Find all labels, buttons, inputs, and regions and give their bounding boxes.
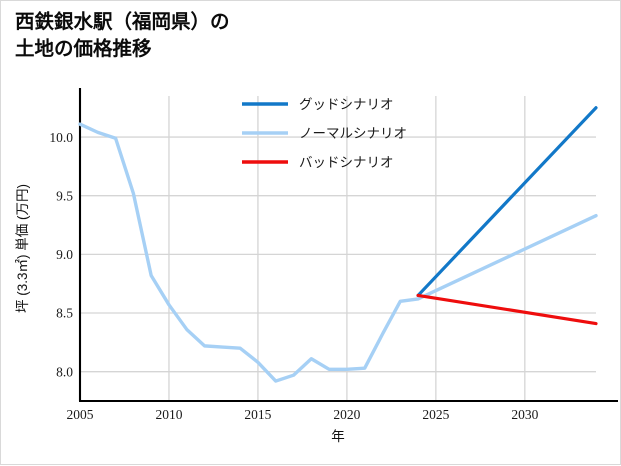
grid-layer bbox=[80, 96, 596, 401]
legend-label-0: グッドシナリオ bbox=[299, 97, 394, 112]
y-tick-label: 9.0 bbox=[56, 247, 73, 262]
y-tick-label: 10.0 bbox=[49, 130, 73, 145]
axis-layer bbox=[78, 88, 618, 403]
y-axis-title: 坪 (3.3㎡) 単価 (万円) bbox=[15, 184, 30, 313]
x-tick-label: 2030 bbox=[511, 407, 538, 422]
series-line-bad bbox=[416, 293, 598, 326]
x-tick-label: 2005 bbox=[67, 407, 94, 422]
y-tick-label: 8.0 bbox=[56, 364, 73, 379]
axis-title-layer: 年 坪 (3.3㎡) 単価 (万円) bbox=[15, 184, 345, 444]
x-tick-label: 2025 bbox=[422, 407, 449, 422]
y-tick-label: 9.5 bbox=[56, 188, 73, 203]
x-tick-label: 2015 bbox=[244, 407, 271, 422]
series-layer bbox=[78, 106, 598, 383]
tick-label-layer: 8.0 8.5 9.0 9.5 10.0 2005 2010 2015 2020 2025 2030 bbox=[49, 130, 538, 422]
series-line-good bbox=[416, 106, 598, 298]
x-tick-label: 2020 bbox=[333, 407, 360, 422]
page-title: 西鉄銀水駅（福岡県）の 土地の価格推移 bbox=[15, 11, 230, 60]
legend-label-1: ノーマルシナリオ bbox=[299, 126, 407, 141]
series-line-normal bbox=[78, 122, 598, 383]
y-tick-label: 8.5 bbox=[56, 306, 73, 321]
x-tick-label: 2010 bbox=[155, 407, 182, 422]
legend-label-2: バッドシナリオ bbox=[299, 155, 394, 170]
x-axis-title: 年 bbox=[331, 429, 345, 444]
